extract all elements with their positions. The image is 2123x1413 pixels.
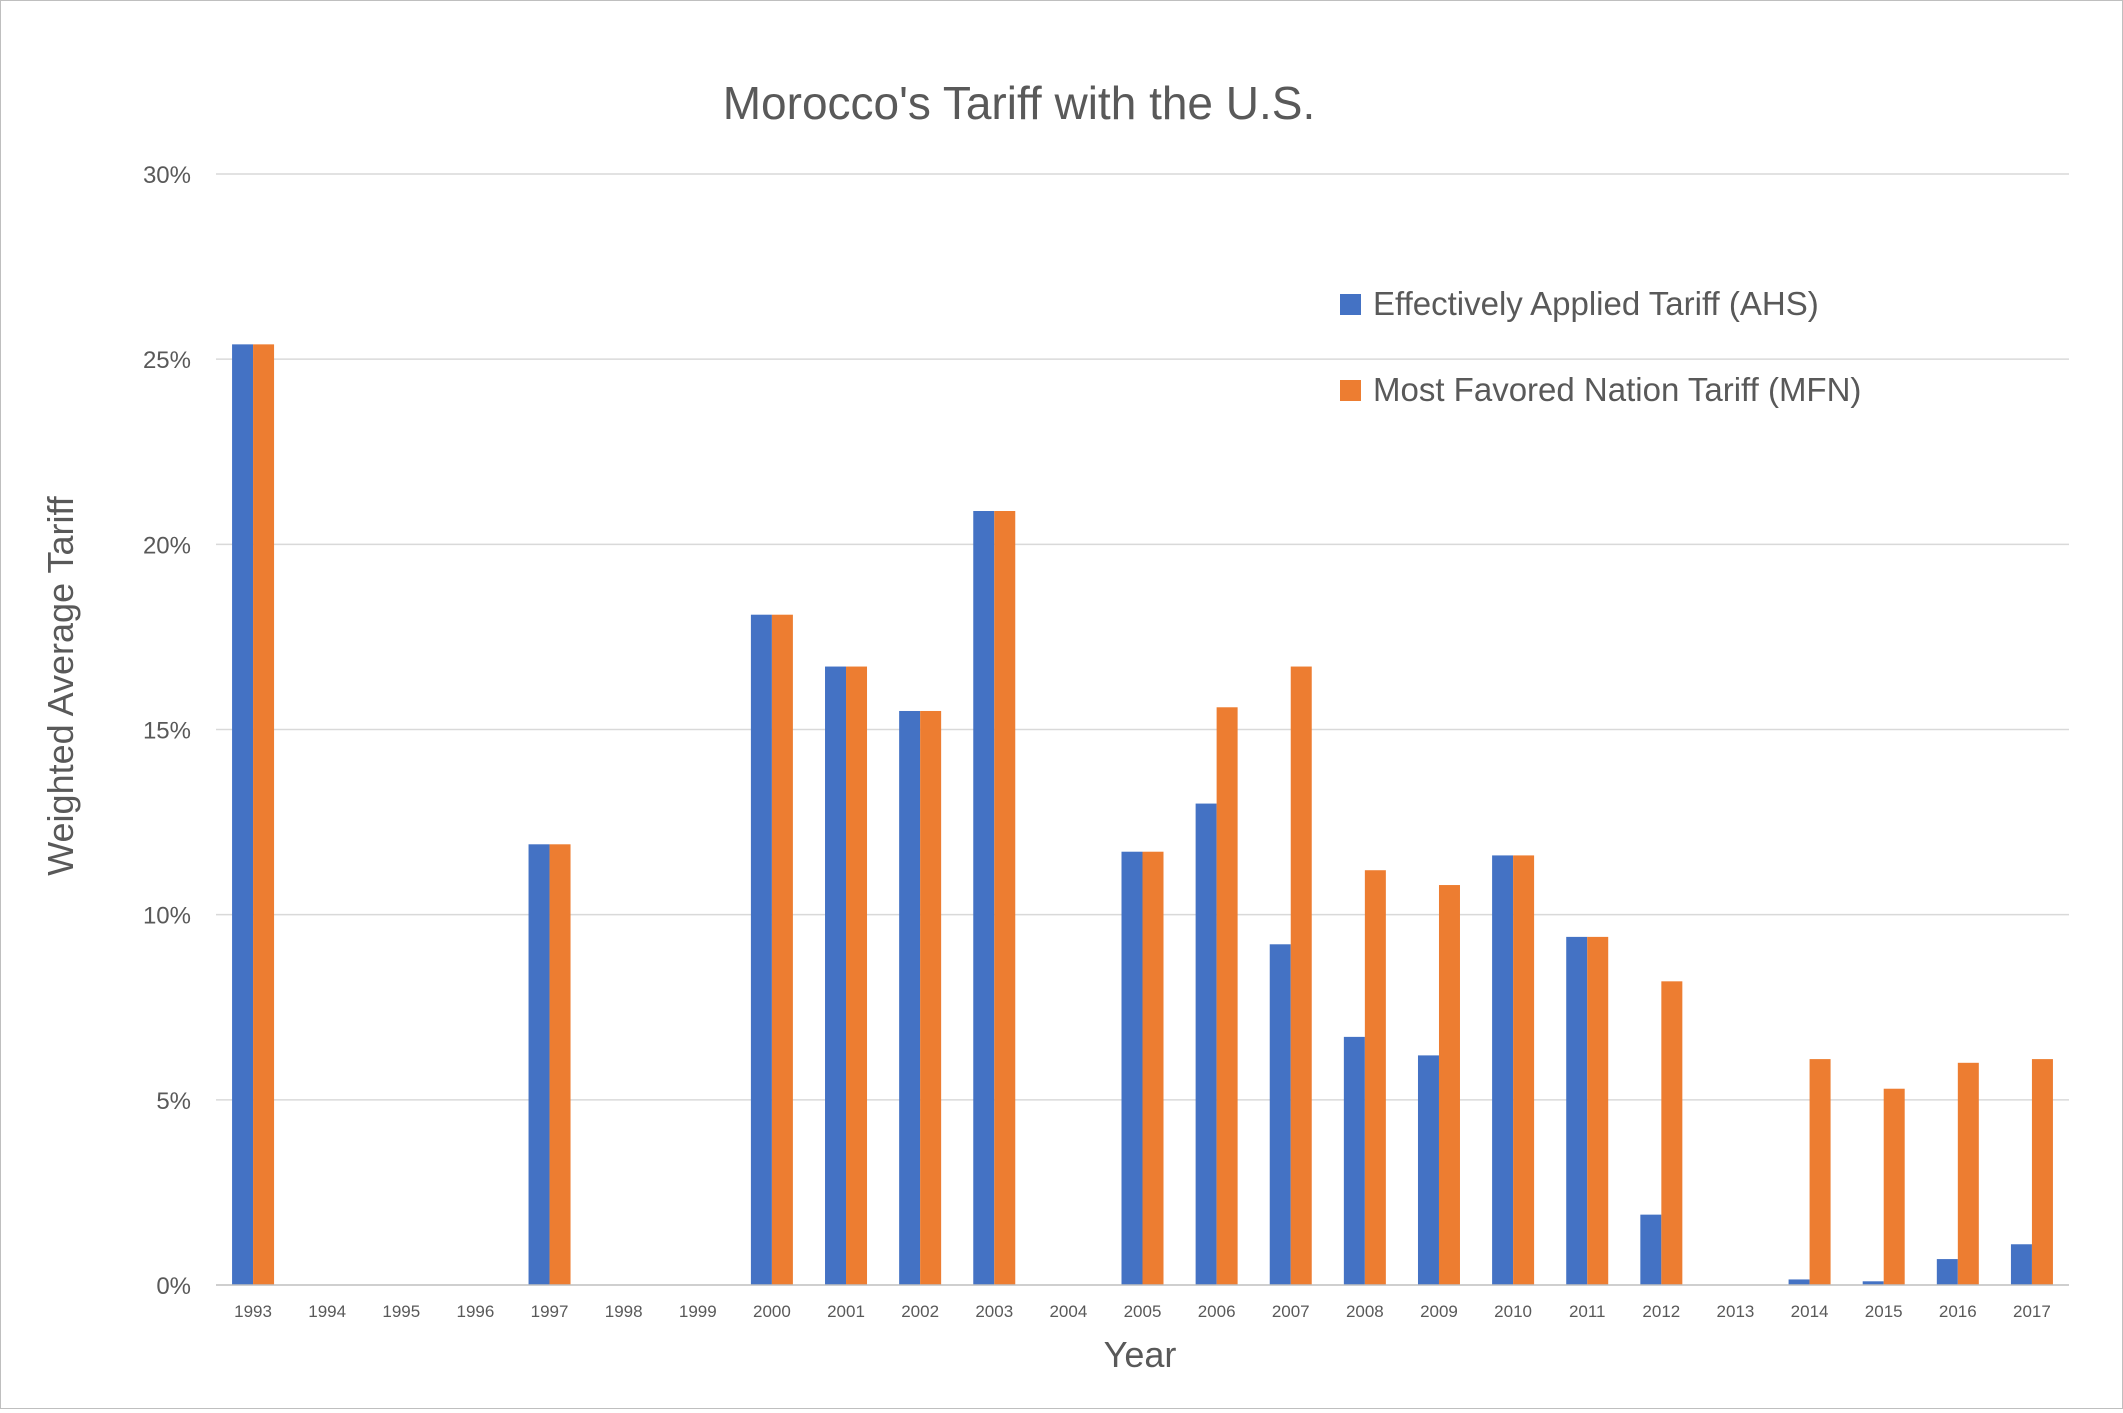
bar-ahs-2007 — [1269, 944, 1291, 1285]
bar-mfn-2016 — [1957, 1062, 1979, 1285]
x-tick-label: 1995 — [382, 1302, 420, 1321]
bar-mfn-2008 — [1364, 870, 1386, 1285]
y-tick-label: 25% — [143, 347, 191, 374]
x-tick-label: 2016 — [1939, 1302, 1977, 1321]
x-axis-tick-labels: 1993 1994 1995 1996 1997 1998 1999 2000 2001 2002… — [234, 1302, 2051, 1321]
y-axis-label: Weighted Average Tariff — [40, 495, 81, 876]
x-tick-label: 1994 — [308, 1302, 346, 1321]
x-tick-label: 1998 — [605, 1302, 643, 1321]
legend-label: Most Favored Nation Tariff (MFN) — [1373, 371, 1861, 408]
bar-ahs-2000 — [750, 614, 772, 1285]
bar-mfn-2015 — [1883, 1088, 1905, 1285]
bar-mfn-2014 — [1809, 1059, 1831, 1285]
bar-ahs-2016 — [1936, 1259, 1958, 1285]
bar-mfn-2003 — [994, 511, 1016, 1286]
bar-ahs-1997 — [528, 844, 550, 1285]
bar-ahs-2010 — [1492, 855, 1514, 1285]
bar-ahs-2014 — [1788, 1279, 1810, 1285]
x-tick-label: 2004 — [1049, 1302, 1087, 1321]
y-tick-label: 0% — [156, 1273, 191, 1300]
bar-mfn-2010 — [1513, 855, 1535, 1285]
bar-mfn-2002 — [920, 710, 942, 1285]
bar-mfn-2012 — [1661, 981, 1683, 1285]
y-axis-tick-labels: 0% 5% 10% 15% 20% 25% 30% — [143, 162, 191, 1300]
y-tick-label: 20% — [143, 532, 191, 559]
bar-ahs-2005 — [1121, 851, 1143, 1285]
y-tick-label: 10% — [143, 903, 191, 930]
x-tick-label: 1996 — [457, 1302, 495, 1321]
gridlines — [216, 173, 2069, 1101]
x-tick-label: 2015 — [1865, 1302, 1903, 1321]
x-tick-label: 2005 — [1124, 1302, 1162, 1321]
bar-ahs-2006 — [1195, 803, 1217, 1285]
x-tick-label: 2006 — [1198, 1302, 1236, 1321]
bar-mfn-1993 — [253, 344, 275, 1285]
bar-ahs-2017 — [2010, 1244, 2032, 1285]
bar-ahs-2008 — [1343, 1036, 1365, 1285]
bars — [232, 344, 2053, 1286]
y-tick-label: 15% — [143, 718, 191, 745]
x-tick-label: 2009 — [1420, 1302, 1458, 1321]
legend: Effectively Applied Tariff (AHS) Most Fav… — [1340, 285, 1861, 408]
x-tick-label: 2010 — [1494, 1302, 1532, 1321]
bar-mfn-2007 — [1290, 666, 1312, 1285]
legend-label: Effectively Applied Tariff (AHS) — [1373, 285, 1819, 322]
y-tick-label: 5% — [156, 1088, 191, 1115]
bar-mfn-2011 — [1587, 936, 1609, 1285]
x-tick-label: 2002 — [901, 1302, 939, 1321]
x-tick-label: 1993 — [234, 1302, 272, 1321]
x-tick-label: 2013 — [1717, 1302, 1755, 1321]
bar-mfn-2000 — [771, 614, 793, 1285]
bar-mfn-2017 — [2031, 1059, 2053, 1285]
chart-title: Morocco's Tariff with the U.S. — [723, 77, 1316, 129]
bar-ahs-2009 — [1417, 1055, 1439, 1285]
bar-mfn-2001 — [846, 666, 868, 1285]
bar-ahs-2003 — [973, 511, 995, 1286]
legend-swatch — [1340, 380, 1361, 401]
x-tick-label: 1999 — [679, 1302, 717, 1321]
bar-mfn-2009 — [1438, 885, 1460, 1285]
x-tick-label: 1997 — [531, 1302, 569, 1321]
x-tick-label: 2008 — [1346, 1302, 1384, 1321]
x-tick-label: 2017 — [2013, 1302, 2051, 1321]
bar-ahs-2001 — [825, 666, 847, 1285]
x-tick-label: 2012 — [1642, 1302, 1680, 1321]
bar-mfn-1997 — [549, 844, 571, 1285]
x-tick-label: 2011 — [1569, 1302, 1606, 1321]
bar-ahs-2015 — [1862, 1281, 1884, 1285]
bar-ahs-1993 — [232, 344, 254, 1285]
bar-mfn-2006 — [1216, 707, 1238, 1285]
x-tick-label: 2014 — [1791, 1302, 1829, 1321]
bar-ahs-2002 — [899, 710, 921, 1285]
bar-mfn-2005 — [1142, 851, 1164, 1285]
legend-swatch — [1340, 294, 1361, 315]
x-tick-label: 2001 — [827, 1302, 865, 1321]
bar-ahs-2011 — [1566, 936, 1588, 1285]
bar-ahs-2012 — [1640, 1214, 1662, 1285]
x-axis-label: Year — [1104, 1334, 1177, 1375]
x-tick-label: 2000 — [753, 1302, 791, 1321]
y-tick-label: 30% — [143, 162, 191, 189]
x-tick-label: 2007 — [1272, 1302, 1310, 1321]
x-tick-label: 2003 — [975, 1302, 1013, 1321]
